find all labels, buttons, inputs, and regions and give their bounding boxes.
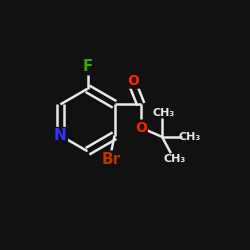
Text: O: O [135,121,147,134]
Text: F: F [82,59,93,74]
Text: CH₃: CH₃ [179,132,201,142]
Text: CH₃: CH₃ [164,154,186,164]
Text: CH₃: CH₃ [152,108,174,118]
Text: Br: Br [101,152,120,166]
Text: O: O [128,74,139,88]
Text: N: N [54,128,67,143]
